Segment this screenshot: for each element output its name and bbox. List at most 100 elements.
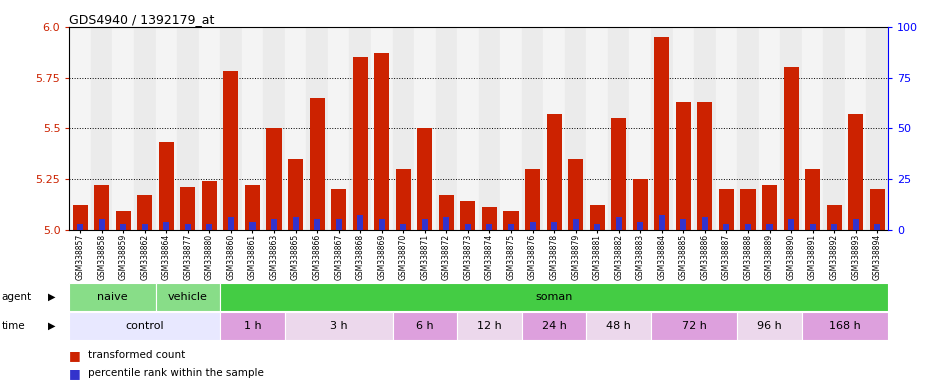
Bar xyxy=(702,217,708,230)
Text: percentile rank within the sample: percentile rank within the sample xyxy=(88,368,264,378)
Bar xyxy=(327,27,350,230)
Bar xyxy=(417,128,432,230)
Bar xyxy=(654,37,670,230)
Bar xyxy=(94,185,109,230)
Text: control: control xyxy=(126,321,164,331)
Bar xyxy=(443,217,450,230)
Bar xyxy=(827,205,842,230)
Text: vehicle: vehicle xyxy=(168,292,208,302)
Bar xyxy=(422,220,428,230)
Bar xyxy=(697,102,712,230)
Bar xyxy=(155,27,177,230)
Bar xyxy=(164,222,169,230)
Bar xyxy=(788,220,794,230)
Bar xyxy=(680,220,686,230)
Bar xyxy=(392,27,414,230)
Bar xyxy=(586,27,608,230)
Bar xyxy=(285,27,306,230)
Bar xyxy=(616,217,622,230)
Bar xyxy=(547,114,561,230)
Text: 72 h: 72 h xyxy=(682,321,707,331)
Bar xyxy=(292,217,299,230)
Bar xyxy=(565,27,586,230)
Bar xyxy=(853,220,858,230)
Bar xyxy=(185,223,191,230)
Bar xyxy=(848,114,863,230)
Bar xyxy=(594,223,600,230)
Bar xyxy=(500,27,522,230)
Bar xyxy=(781,27,802,230)
Bar xyxy=(352,57,368,230)
Bar xyxy=(508,223,514,230)
Bar xyxy=(220,283,888,311)
Bar xyxy=(331,189,346,230)
Bar xyxy=(522,27,543,230)
Bar xyxy=(737,27,758,230)
Bar xyxy=(378,220,385,230)
Bar xyxy=(767,223,772,230)
Bar xyxy=(202,181,217,230)
Text: agent: agent xyxy=(2,292,32,302)
Bar xyxy=(180,187,195,230)
Text: 24 h: 24 h xyxy=(542,321,566,331)
Bar xyxy=(522,312,586,340)
Bar xyxy=(676,102,691,230)
Bar xyxy=(357,215,364,230)
Bar xyxy=(802,27,823,230)
Text: 168 h: 168 h xyxy=(829,321,861,331)
Bar xyxy=(69,312,220,340)
Bar xyxy=(457,27,479,230)
Bar xyxy=(375,53,389,230)
Bar xyxy=(503,211,519,230)
Text: ■: ■ xyxy=(69,349,81,362)
Bar xyxy=(672,27,694,230)
Bar xyxy=(737,312,802,340)
Bar xyxy=(396,169,411,230)
Text: GDS4940 / 1392179_at: GDS4940 / 1392179_at xyxy=(69,13,215,26)
Bar xyxy=(568,159,583,230)
Text: ▶: ▶ xyxy=(48,292,55,302)
Bar xyxy=(586,312,651,340)
Bar xyxy=(350,27,371,230)
Bar xyxy=(487,223,492,230)
Bar xyxy=(155,283,220,311)
Bar xyxy=(740,189,756,230)
Bar xyxy=(113,27,134,230)
Bar xyxy=(271,220,278,230)
Text: time: time xyxy=(2,321,26,331)
Bar xyxy=(69,27,91,230)
Text: 48 h: 48 h xyxy=(606,321,631,331)
Bar xyxy=(69,283,155,311)
Bar xyxy=(371,27,392,230)
Bar xyxy=(745,223,751,230)
Bar xyxy=(870,189,885,230)
Bar xyxy=(758,27,781,230)
Bar xyxy=(266,128,281,230)
Bar xyxy=(783,68,798,230)
Bar xyxy=(116,211,130,230)
Bar xyxy=(637,222,643,230)
Bar xyxy=(177,27,199,230)
Bar xyxy=(809,223,816,230)
Bar xyxy=(137,195,153,230)
Bar xyxy=(414,27,436,230)
Bar xyxy=(762,185,777,230)
Bar xyxy=(694,27,716,230)
Bar xyxy=(224,71,239,230)
Bar xyxy=(723,223,730,230)
Bar xyxy=(250,222,255,230)
Text: soman: soman xyxy=(536,292,573,302)
Bar xyxy=(465,223,471,230)
Text: 3 h: 3 h xyxy=(330,321,348,331)
Bar xyxy=(120,223,126,230)
Bar xyxy=(438,195,454,230)
Bar xyxy=(589,205,605,230)
Text: 1 h: 1 h xyxy=(243,321,261,331)
Bar xyxy=(479,27,500,230)
Text: 6 h: 6 h xyxy=(416,321,434,331)
Bar xyxy=(436,27,457,230)
Bar xyxy=(802,312,888,340)
Bar xyxy=(306,27,327,230)
Bar xyxy=(220,312,285,340)
Bar xyxy=(336,220,341,230)
